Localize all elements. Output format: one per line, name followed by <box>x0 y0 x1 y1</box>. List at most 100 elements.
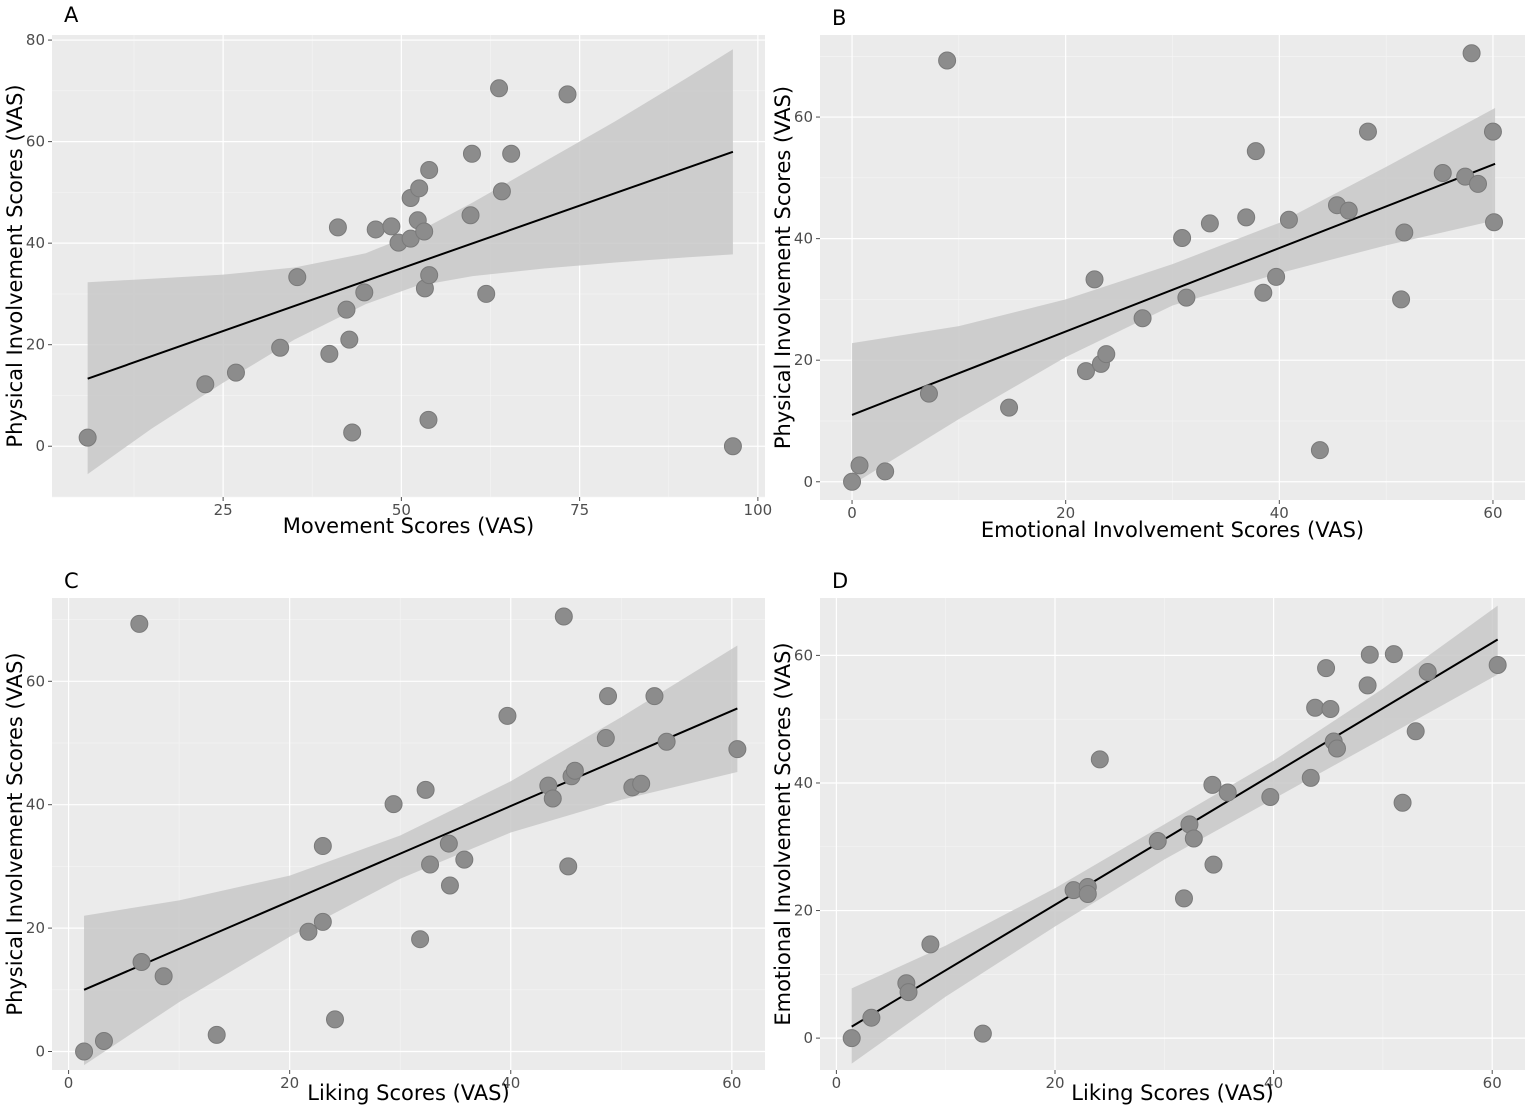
data-point <box>498 706 517 725</box>
data-point <box>973 1024 992 1043</box>
x-tick-label: 40 <box>1270 504 1289 522</box>
x-tick-label: 60 <box>1483 1074 1502 1092</box>
x-tick-label: 60 <box>1483 504 1502 522</box>
data-point <box>455 850 474 869</box>
regression-line <box>851 638 1499 1028</box>
data-point <box>130 614 149 633</box>
data-point <box>1306 698 1325 717</box>
data-point <box>921 935 940 954</box>
data-point <box>1148 832 1167 851</box>
y-tick-label: 60 <box>794 646 813 664</box>
y-tick-label: 60 <box>26 133 45 151</box>
data-point <box>1184 829 1203 848</box>
data-point <box>1090 750 1109 769</box>
y-tick-label: 20 <box>26 336 45 354</box>
data-point <box>1279 210 1298 229</box>
x-tick-label: 0 <box>832 1074 842 1092</box>
data-point <box>461 206 480 225</box>
panel-b: 0 20 40 60 0 20 40 60 B Emotional Involvement Sco… <box>771 6 1525 542</box>
data-point <box>416 780 435 799</box>
data-point <box>207 1025 226 1044</box>
data-point <box>1267 267 1286 286</box>
data-point <box>1339 201 1358 220</box>
data-point <box>1085 270 1104 289</box>
data-point <box>843 472 862 491</box>
data-point <box>558 85 577 104</box>
data-point <box>1097 345 1116 364</box>
data-point <box>1392 290 1411 309</box>
data-point <box>419 410 438 429</box>
data-point <box>340 330 359 349</box>
data-point <box>420 266 439 285</box>
x-axis-title: Liking Scores (VAS) <box>307 1081 509 1105</box>
data-point <box>440 876 459 895</box>
x-tick-label: 100 <box>744 501 773 519</box>
panel-letter: A <box>64 3 79 27</box>
data-point <box>1360 645 1379 664</box>
data-point <box>1393 793 1412 812</box>
data-point <box>226 363 245 382</box>
data-point <box>728 740 747 759</box>
data-point <box>492 182 511 201</box>
data-point <box>1317 659 1336 678</box>
y-tick-label: 60 <box>794 108 813 126</box>
y-axis-title: Physical Involvement Scores (VAS) <box>3 652 27 1015</box>
data-point <box>1488 655 1507 674</box>
data-point <box>1301 768 1320 787</box>
y-tick-label: 80 <box>26 31 45 49</box>
data-point <box>366 220 385 239</box>
data-point <box>1218 783 1237 802</box>
y-tick-label: 0 <box>35 1042 45 1060</box>
y-tick-label: 60 <box>26 672 45 690</box>
data-point <box>343 423 362 442</box>
panel-d: 0 20 40 60 0 20 40 60 D Liking Scores (VAS) Emotio… <box>771 569 1525 1105</box>
data-point <box>645 687 664 706</box>
x-tick-label: 60 <box>722 1074 741 1092</box>
data-point <box>1000 398 1019 417</box>
data-point <box>313 837 332 856</box>
y-tick-label: 20 <box>794 351 813 369</box>
data-point <box>477 284 496 303</box>
data-point <box>554 607 573 626</box>
data-point <box>632 774 651 793</box>
data-point <box>439 834 458 853</box>
data-point <box>1261 788 1280 807</box>
data-point <box>415 222 434 241</box>
x-axis-title: Emotional Involvement Scores (VAS) <box>981 518 1364 542</box>
confidence-band <box>84 645 738 1066</box>
x-tick-label: 75 <box>570 501 589 519</box>
confidence-band <box>851 605 1498 1064</box>
data-point <box>1177 288 1196 307</box>
data-point <box>1203 775 1222 794</box>
y-tick-label: 40 <box>794 774 813 792</box>
data-point <box>1173 229 1192 248</box>
data-point <box>1200 214 1219 233</box>
data-point <box>657 732 676 751</box>
y-axis-title: Physical Involvement Scores (VAS) <box>771 86 795 449</box>
data-point <box>1469 174 1487 193</box>
data-point <box>1254 283 1273 302</box>
y-tick-label: 20 <box>794 902 813 920</box>
data-point <box>862 1008 881 1027</box>
y-tick-label: 40 <box>26 796 45 814</box>
panel-letter: C <box>64 569 79 593</box>
y-tick-label: 40 <box>794 230 813 248</box>
data-point <box>1483 122 1502 141</box>
data-point <box>1078 884 1097 903</box>
data-point <box>919 384 938 403</box>
x-tick-label: 20 <box>1045 1074 1064 1092</box>
data-point <box>1174 889 1193 908</box>
data-point <box>565 761 584 780</box>
y-tick-label: 0 <box>803 473 813 491</box>
panel-letter: B <box>832 6 846 30</box>
data-point <box>271 338 290 357</box>
data-point <box>410 179 429 198</box>
y-tick-label: 0 <box>803 1029 813 1047</box>
data-point <box>1204 855 1223 874</box>
panel-a: 25 50 75 100 0 20 40 60 80 A Movement Scores (VAS)… <box>3 3 772 538</box>
y-axis-title: Emotional Involvement Scores (VAS) <box>771 642 795 1025</box>
x-tick-label: 25 <box>214 501 233 519</box>
data-point <box>78 428 97 447</box>
data-point <box>328 218 347 237</box>
